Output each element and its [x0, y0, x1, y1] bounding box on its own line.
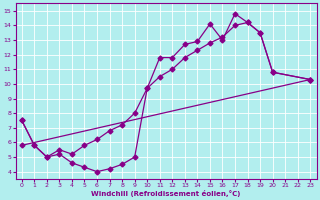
X-axis label: Windchill (Refroidissement éolien,°C): Windchill (Refroidissement éolien,°C)	[91, 190, 241, 197]
